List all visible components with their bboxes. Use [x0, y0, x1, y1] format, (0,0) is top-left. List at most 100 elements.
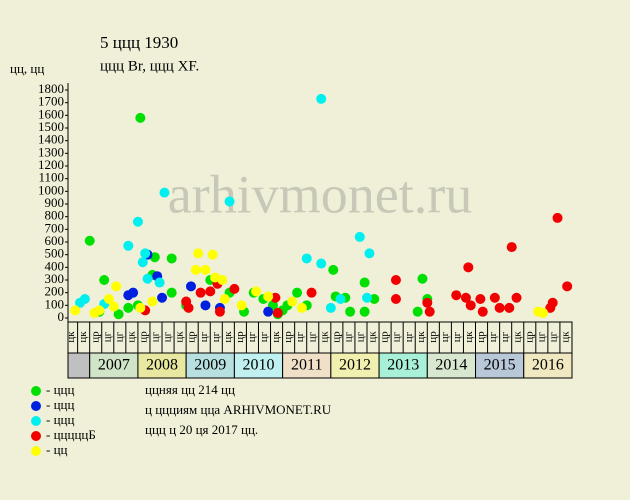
chart-title: 5 ццц 1930 — [100, 33, 178, 52]
chart-subtitle: ццц Br, ццц XF. — [100, 58, 199, 74]
y-axis-label: цц, цц — [10, 61, 44, 76]
year-label: 2013 — [387, 357, 419, 374]
point — [390, 294, 401, 304]
point — [451, 290, 462, 301]
legend-label: - ццц — [46, 382, 74, 397]
x-tick-label: цк — [560, 331, 572, 343]
point — [359, 277, 370, 288]
point — [328, 264, 339, 275]
x-tick-label: цк — [174, 331, 186, 343]
point — [547, 297, 558, 308]
legend-label: - цц — [46, 442, 68, 457]
note: ц ццциям цца ARHIVMONET.RU — [145, 402, 332, 417]
point — [506, 242, 517, 253]
point — [316, 93, 327, 104]
point — [159, 187, 170, 198]
point — [214, 306, 225, 317]
x-tick-label: цк — [415, 331, 427, 343]
legend-swatch — [31, 416, 41, 426]
x-tick-label: цр — [137, 331, 149, 343]
year-label: 2008 — [146, 357, 178, 374]
point — [359, 306, 370, 317]
year-band — [185, 352, 235, 379]
point — [224, 196, 235, 207]
y-tick-label: 0 — [58, 309, 65, 324]
x-tick-label: цг — [487, 331, 499, 342]
x-tick-label: цр — [89, 331, 101, 343]
legend-swatch — [31, 401, 41, 411]
note: ццц ц 20 ця 2017 цц. — [145, 422, 258, 437]
x-tick-label: цк — [511, 331, 523, 343]
y-tick-label: 100 — [45, 296, 65, 311]
point — [103, 294, 114, 304]
point — [205, 286, 216, 297]
point — [494, 302, 505, 313]
point — [354, 231, 365, 242]
x-tick-label: цр — [330, 331, 342, 343]
watermark: arhivmonet.ru — [168, 164, 472, 224]
y-tick-label: 1600 — [38, 106, 64, 121]
y-tick-label: 1500 — [38, 119, 64, 134]
y-tick-label: 500 — [45, 246, 65, 261]
point — [263, 306, 274, 317]
x-tick-label: цк — [318, 331, 330, 343]
x-tick-label: цр — [427, 331, 439, 343]
x-tick-label: цк — [65, 331, 77, 343]
point — [200, 300, 211, 311]
legend-label: - ццц — [46, 397, 74, 412]
point — [236, 300, 247, 311]
y-tick-label: 1100 — [38, 170, 64, 185]
x-tick-label: цр — [475, 331, 487, 343]
point — [390, 275, 401, 285]
point — [229, 283, 240, 294]
y-tick-label: 400 — [45, 258, 65, 273]
point — [463, 262, 474, 273]
year-label: 2010 — [243, 357, 275, 374]
point — [94, 305, 105, 316]
point — [287, 296, 298, 307]
y-tick-label: 1300 — [38, 144, 64, 159]
year-label: 2012 — [339, 357, 371, 374]
x-tick-label: цг — [547, 331, 559, 342]
point — [147, 296, 158, 307]
x-tick-label: цк — [463, 331, 475, 343]
x-tick-label: цк — [125, 331, 137, 343]
point — [157, 292, 168, 303]
y-tick-label: 1000 — [38, 182, 64, 197]
x-tick-label: цк — [367, 331, 379, 343]
point — [424, 306, 435, 317]
point — [301, 253, 312, 264]
year-label: 2016 — [532, 357, 564, 374]
point — [460, 292, 471, 303]
x-tick-label: цг — [306, 331, 318, 342]
point — [195, 287, 206, 298]
point — [345, 306, 356, 317]
x-tick-label: цг — [198, 331, 210, 342]
point — [489, 292, 500, 303]
point — [99, 275, 110, 285]
point — [364, 248, 375, 259]
point — [504, 302, 515, 313]
point — [140, 248, 151, 259]
legend-swatch — [31, 431, 41, 441]
year-band — [89, 352, 139, 379]
point — [70, 305, 81, 316]
x-tick-label: цг — [355, 331, 367, 342]
x-tick-label: цг — [403, 331, 415, 342]
year-band — [378, 352, 428, 379]
year-band — [233, 352, 284, 379]
point — [108, 301, 119, 312]
x-tick-label: цг — [246, 331, 258, 342]
x-tick-label: цг — [391, 331, 403, 342]
y-tick-label: 200 — [45, 284, 65, 299]
x-tick-label: цг — [150, 331, 162, 342]
point — [166, 253, 177, 264]
legend-label: - ццц — [46, 412, 74, 427]
point — [154, 277, 165, 288]
point — [335, 294, 346, 304]
point — [477, 306, 488, 317]
legend-swatch — [31, 386, 41, 396]
point — [511, 292, 522, 303]
